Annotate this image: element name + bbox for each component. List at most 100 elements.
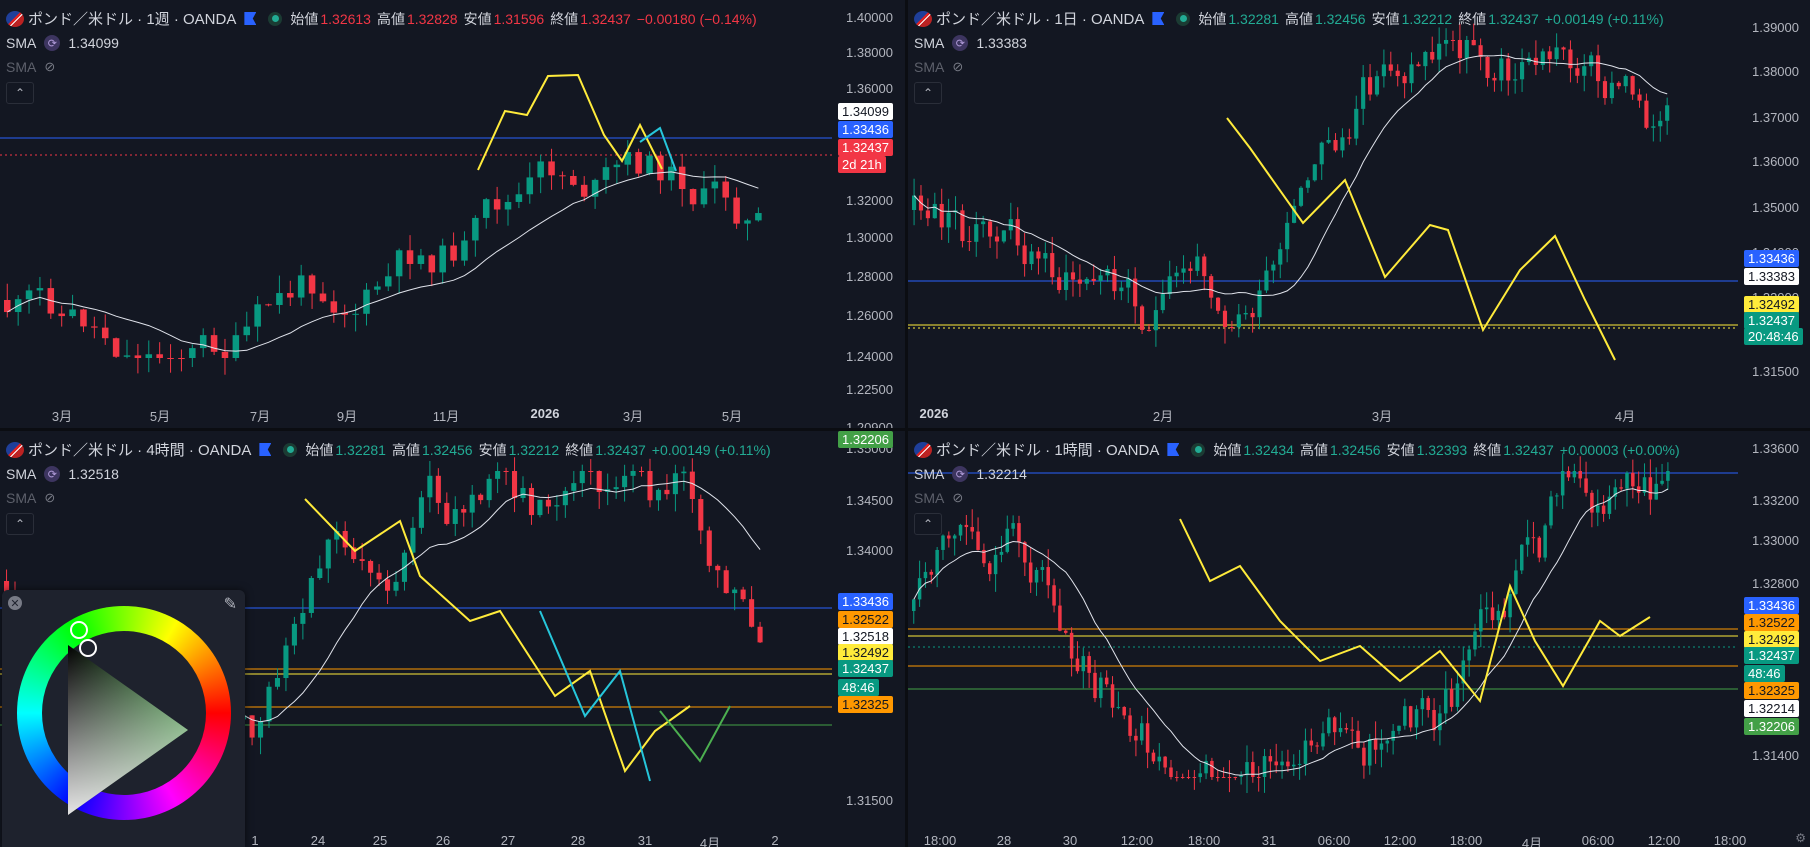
indicator-sma[interactable]: SMA ⟳ 1.33383 (914, 35, 1027, 51)
candle-body (1128, 715, 1132, 736)
candle-body (1584, 478, 1588, 493)
symbol-title[interactable]: ポンド／米ドル · 1週 · OANDA (28, 11, 237, 28)
candle-body (1630, 76, 1635, 95)
candle-body (376, 572, 382, 580)
ohlc-high: 高値 1.32456 (1285, 9, 1366, 29)
x-axis-tick: 3月 (1371, 409, 1393, 424)
candle-body (1455, 683, 1460, 707)
bookmark-flag-icon[interactable] (259, 443, 272, 456)
candle-body (1547, 51, 1552, 60)
refresh-icon[interactable]: ⟳ (952, 466, 969, 482)
candle-body (58, 313, 65, 317)
ohlc-label: 安値 (1386, 441, 1415, 458)
zigzag-drawing[interactable] (304, 498, 691, 774)
close-icon[interactable]: ✕ (8, 596, 22, 610)
indicator-sma[interactable]: SMA ⟳ 1.32518 (6, 466, 119, 482)
x-axis-tick: 3月 (51, 409, 73, 424)
candle-body (493, 199, 501, 210)
zigzag-drawing[interactable] (1179, 518, 1651, 704)
settings-gear-icon[interactable]: ⚙ (1795, 831, 1806, 845)
candle-body (444, 502, 450, 524)
indicator-sma-hidden[interactable]: SMA ⊘ (914, 59, 963, 75)
x-axis-tick: 4月 (699, 836, 721, 847)
candle-body (1354, 108, 1359, 139)
symbol-title[interactable]: ポンド／米ドル · 4時間 · OANDA (28, 442, 252, 459)
candle-body (178, 358, 185, 359)
candle-body (210, 335, 218, 352)
candle-body (1467, 649, 1471, 661)
bookmark-flag-icon[interactable] (1152, 12, 1165, 25)
indicator-sma[interactable]: SMA ⟳ 1.32214 (914, 466, 1027, 482)
candle-body (1256, 777, 1261, 778)
candle-body (1395, 70, 1400, 77)
zigzag-drawing[interactable] (477, 73, 663, 171)
candle-body (1508, 594, 1512, 618)
chart-pane-4[interactable]: ポンド／米ドル · 1時間 · OANDA 始値 1.32434 高値 1.32456 安… (908, 431, 1810, 847)
symbol-title[interactable]: ポンド／米ドル · 1日 · OANDA (936, 11, 1145, 28)
candle-body (755, 213, 762, 221)
refresh-icon[interactable]: ⟳ (44, 35, 61, 51)
candle-body (994, 236, 1000, 242)
zigzag-drawing-cyan[interactable] (539, 610, 651, 782)
collapse-indicators-button[interactable]: ⌃ (914, 82, 942, 104)
eyedropper-icon[interactable]: ✎ (223, 596, 237, 613)
candle-body (1437, 43, 1442, 60)
color-picker-popup[interactable]: ✕ ✎ (2, 590, 245, 847)
candle-body (276, 293, 283, 305)
candle-body (1321, 733, 1325, 747)
candle-body (1157, 756, 1162, 762)
candle-body (1195, 256, 1200, 271)
ohlc-label: 安値 (478, 441, 507, 458)
candle-body (1479, 609, 1483, 632)
price-plot[interactable] (908, 0, 1810, 428)
collapse-indicators-button[interactable]: ⌃ (6, 82, 34, 104)
candle-body (1250, 313, 1255, 318)
ohlc-low: 安値 1.32393 (1387, 440, 1468, 460)
chart-pane-2[interactable]: ポンド／米ドル · 1日 · OANDA 始値 1.32281 高値 1.32456 安値… (908, 0, 1810, 428)
zigzag-drawing-green[interactable] (659, 705, 731, 763)
symbol-title[interactable]: ポンド／米ドル · 1時間 · OANDA (936, 442, 1160, 459)
refresh-icon[interactable]: ⟳ (952, 35, 969, 51)
candle-body (668, 166, 675, 181)
candle-body (1403, 706, 1407, 726)
pane-divider[interactable] (0, 428, 1810, 431)
bookmark-flag-icon[interactable] (244, 12, 257, 25)
collapse-indicators-button[interactable]: ⌃ (914, 513, 942, 535)
candle-body (588, 471, 594, 472)
x-axis-tick: 5月 (721, 409, 743, 424)
eye-hidden-icon[interactable]: ⊘ (952, 490, 964, 505)
candle-body (1416, 64, 1421, 67)
price-plot[interactable] (908, 431, 1810, 847)
candle-body (698, 499, 704, 531)
indicator-sma-hidden[interactable]: SMA ⊘ (6, 490, 55, 506)
zigzag-drawing[interactable] (1226, 117, 1616, 361)
hue-handle[interactable] (70, 621, 88, 639)
candle-body (1344, 728, 1349, 730)
chart-pane-1[interactable]: ポンド／米ドル · 1週 · OANDA 始値 1.32613 高値 1.32828 安値… (0, 0, 905, 428)
eye-hidden-icon[interactable]: ⊘ (952, 59, 964, 74)
candle-body (1499, 58, 1504, 81)
candle-body (1315, 745, 1319, 747)
zigzag-drawing-cyan[interactable] (639, 126, 677, 172)
eye-hidden-icon[interactable]: ⊘ (44, 59, 56, 74)
indicator-sma-hidden[interactable]: SMA ⊘ (6, 59, 55, 75)
indicator-sma[interactable]: SMA ⟳ 1.34099 (6, 35, 119, 51)
eye-hidden-icon[interactable]: ⊘ (44, 490, 56, 505)
candle-body (69, 309, 76, 317)
ohlc-value: 1.32613 (320, 10, 371, 27)
y-axis-tick: 1.32000 (846, 193, 893, 208)
collapse-indicators-button[interactable]: ⌃ (6, 513, 34, 535)
candle-body (613, 487, 619, 490)
candle-body (528, 487, 535, 516)
bookmark-flag-icon[interactable] (1167, 443, 1180, 456)
pane-divider[interactable] (905, 0, 908, 847)
indicator-sma-hidden[interactable]: SMA ⊘ (914, 490, 963, 506)
candle-body (960, 210, 965, 242)
refresh-icon[interactable]: ⟳ (44, 466, 61, 482)
price-plot[interactable] (0, 0, 905, 428)
candle-body (1202, 256, 1207, 277)
x-axis-tick: 12:00 (1647, 833, 1681, 847)
ohlc-value: 1.32828 (406, 10, 458, 27)
color-handle[interactable] (79, 639, 97, 657)
candle-body (1050, 253, 1055, 278)
